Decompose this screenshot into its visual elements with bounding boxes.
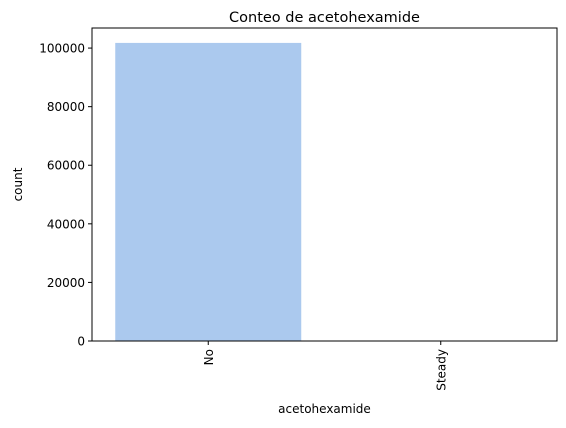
y-tick-label: 40000 bbox=[47, 217, 85, 231]
chart-title: Conteo de acetohexamide bbox=[229, 10, 420, 26]
y-tick-label: 100000 bbox=[39, 42, 85, 56]
x-axis-label: acetohexamide bbox=[278, 402, 371, 416]
y-tick-label: 20000 bbox=[47, 276, 85, 290]
plot-frame bbox=[91, 27, 558, 342]
y-axis-label: count bbox=[11, 167, 25, 201]
x-axis-ticks: No Steady bbox=[202, 341, 448, 391]
x-tick-label-no: No bbox=[202, 349, 216, 365]
y-tick-label: 60000 bbox=[47, 159, 85, 173]
y-axis-ticks: 0 20000 40000 60000 80000 100000 bbox=[39, 42, 92, 349]
bar-group bbox=[115, 42, 534, 342]
y-tick-label: 0 bbox=[77, 335, 85, 349]
x-tick-label-steady: Steady bbox=[434, 349, 448, 391]
bar-no bbox=[115, 42, 302, 342]
y-tick-label: 80000 bbox=[47, 100, 85, 114]
